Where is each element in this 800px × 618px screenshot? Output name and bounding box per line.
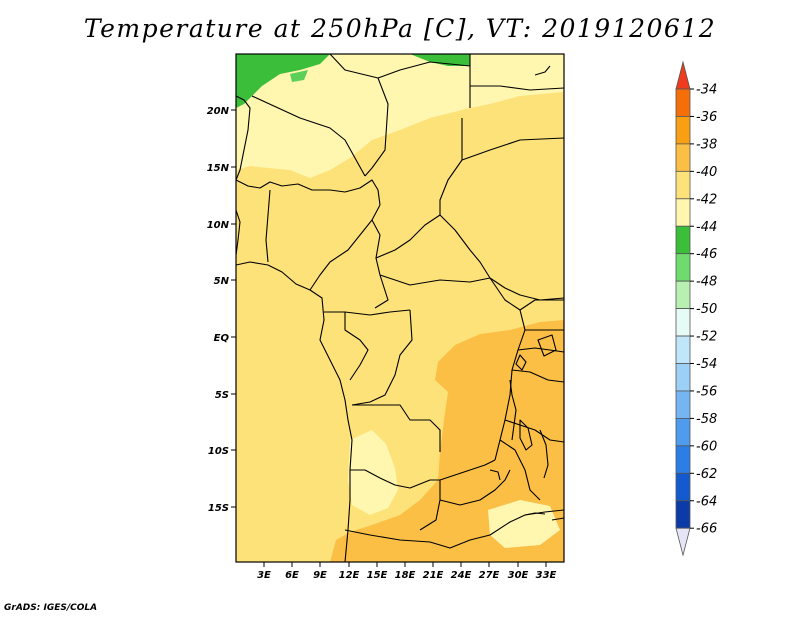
temperature-field <box>236 54 564 562</box>
colorbar-box <box>675 472 691 502</box>
lon-label: 27E <box>479 570 500 581</box>
colorbar-label: -34 <box>696 83 717 98</box>
lat-label: 5N <box>214 276 230 287</box>
colorbar-box <box>675 198 691 227</box>
lat-label: 15N <box>207 163 230 174</box>
colorbar-label: -48 <box>696 275 717 290</box>
colorbar-label: -62 <box>696 467 717 482</box>
colorbar-box <box>675 280 691 309</box>
colorbar-label: -66 <box>696 522 717 537</box>
temp-band-fill <box>348 430 398 515</box>
colorbar-label: -56 <box>696 384 717 399</box>
colorbar-box <box>675 335 691 364</box>
colorbar-label: -58 <box>696 412 717 427</box>
colorbar-label: -38 <box>696 137 717 152</box>
colorbar-box <box>675 143 691 172</box>
temp-band-fill <box>410 54 470 66</box>
colorbar-label: -64 <box>696 494 717 509</box>
lon-label: 3E <box>257 570 271 581</box>
colorbar-box <box>675 308 691 337</box>
map-title: Temperature at 250hPa [C], VT: 201912061… <box>83 14 717 43</box>
colorbar-end-arrow <box>675 60 691 90</box>
colorbar-box <box>675 116 691 145</box>
colorbar-label: -44 <box>696 220 717 235</box>
lon-label: 24E <box>451 570 472 581</box>
lon-label: 33E <box>536 570 557 581</box>
map-frame <box>235 53 565 563</box>
colorbar-label: -46 <box>696 247 717 262</box>
colorbar-box <box>675 88 691 117</box>
colorbar: -34 -36 -38 -40 -42 -44 -46 -48 -50 -52 -54 -56 -58 -… <box>675 60 717 557</box>
colorbar-box <box>675 253 691 282</box>
colorbar-box <box>675 170 691 200</box>
colorbar-label: -50 <box>696 302 717 317</box>
longitude-axis: 3E 6E 9E 12E 15E 18E 21E 24E 27E 30E 33E <box>257 562 557 581</box>
colorbar-box <box>675 500 691 529</box>
temp-band-fill <box>330 320 564 562</box>
colorbar-label: -36 <box>696 110 717 125</box>
colorbar-box <box>675 417 691 447</box>
grads-credit: GrADS: IGES/COLA <box>4 603 98 613</box>
lat-label: EQ <box>214 333 230 344</box>
colorbar-box <box>675 363 691 392</box>
colorbar-end-arrow <box>675 527 691 557</box>
latitude-axis: 20N 15N 10N 5N EQ 5S 10S 15S <box>207 106 236 514</box>
colorbar-box <box>675 225 691 255</box>
lon-label: 12E <box>339 570 360 581</box>
lat-label: 5S <box>215 390 229 401</box>
temp-band-fill <box>290 70 308 82</box>
colorbar-label: -54 <box>696 357 717 372</box>
lon-label: 30E <box>508 570 529 581</box>
lon-label: 6E <box>285 570 299 581</box>
colorbar-label: -40 <box>696 165 717 180</box>
lat-label: 10N <box>207 220 230 231</box>
colorbar-box <box>675 445 691 474</box>
lat-label: 10S <box>208 446 229 457</box>
temp-band-fill <box>236 54 470 178</box>
lon-label: 21E <box>423 570 444 581</box>
lat-label: 20N <box>207 106 230 117</box>
colorbar-label: -60 <box>696 439 717 454</box>
colorbar-label: -52 <box>696 330 717 345</box>
temp-band-fill <box>470 54 564 108</box>
lon-label: 9E <box>313 570 327 581</box>
colorbar-box <box>675 390 691 419</box>
lon-label: 18E <box>395 570 416 581</box>
lon-label: 15E <box>367 570 388 581</box>
temp-band-fill <box>236 54 330 108</box>
country-borders <box>236 54 564 562</box>
colorbar-label: -42 <box>696 192 717 207</box>
lat-label: 15S <box>208 503 229 514</box>
